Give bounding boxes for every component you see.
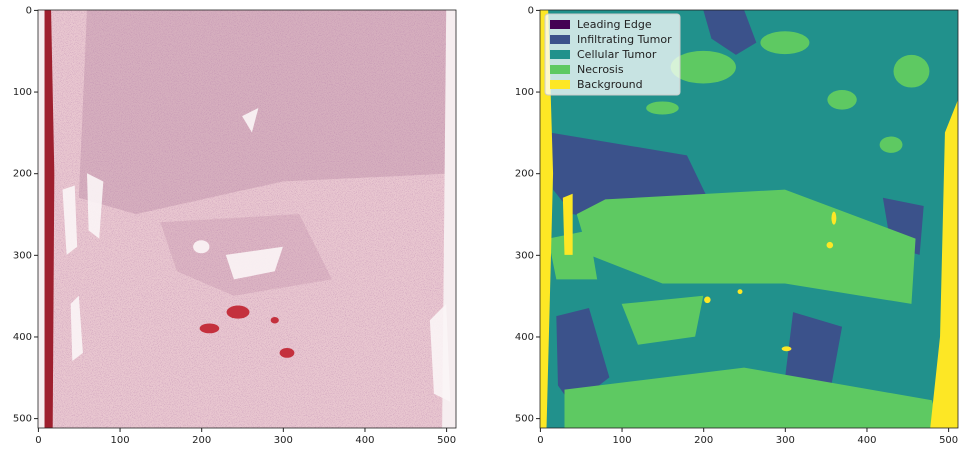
legend-swatch: [550, 50, 570, 59]
region: [782, 346, 792, 351]
x-tick-label: 200: [694, 435, 713, 446]
x-tick-label: 300: [776, 435, 795, 446]
y-tick-label: 100: [13, 87, 32, 98]
region: [760, 31, 809, 54]
legend-swatch: [550, 65, 570, 74]
legend-label: Background: [577, 78, 643, 91]
x-tick-label: 500: [939, 435, 958, 446]
legend-label: Cellular Tumor: [577, 48, 657, 61]
x-tick-label: 100: [111, 435, 130, 446]
legend-swatch: [550, 20, 570, 29]
x-tick-label: 0: [35, 435, 41, 446]
figure: 0100200300400500010020030040050001002003…: [0, 0, 960, 450]
blood: [280, 348, 295, 358]
region: [563, 194, 573, 255]
region: [738, 289, 743, 294]
region: [827, 242, 834, 249]
x-tick-label: 200: [192, 435, 211, 446]
y-tick-label: 400: [13, 332, 32, 343]
y-tick-label: 100: [515, 87, 534, 98]
blood: [200, 324, 220, 334]
y-tick-label: 500: [515, 414, 534, 425]
region: [646, 101, 679, 114]
legend-swatch: [550, 35, 570, 44]
region: [827, 90, 856, 110]
legend-label: Necrosis: [577, 63, 624, 76]
region: [894, 55, 930, 88]
x-tick-label: 100: [613, 435, 632, 446]
region: [704, 297, 711, 304]
background-edge: [38, 10, 45, 428]
blood: [271, 317, 279, 324]
x-tick-label: 400: [857, 435, 876, 446]
legend-label: Infiltrating Tumor: [577, 33, 672, 46]
y-tick-label: 400: [515, 332, 534, 343]
texture: [38, 10, 456, 428]
y-tick-label: 300: [515, 250, 534, 261]
x-tick-label: 400: [355, 435, 374, 446]
x-tick-label: 0: [537, 435, 543, 446]
region: [880, 137, 903, 153]
y-tick-label: 500: [13, 414, 32, 425]
x-tick-label: 300: [274, 435, 293, 446]
vessel: [193, 240, 209, 253]
blood: [227, 306, 250, 319]
region: [831, 212, 836, 225]
y-tick-label: 200: [515, 169, 534, 180]
image-clip: [38, 10, 456, 428]
image: [38, 10, 456, 428]
legend-swatch: [550, 80, 570, 89]
y-tick-label: 300: [13, 250, 32, 261]
y-tick-label: 200: [13, 169, 32, 180]
legend-label: Leading Edge: [577, 18, 652, 31]
y-tick-label: 0: [528, 5, 534, 16]
y-tick-label: 0: [26, 5, 32, 16]
x-tick-label: 500: [437, 435, 456, 446]
